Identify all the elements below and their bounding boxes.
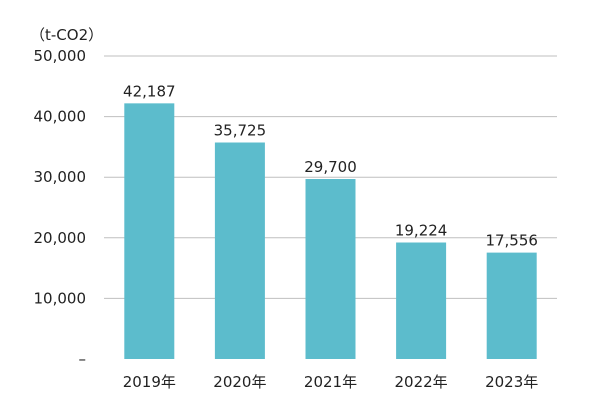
y-tick-label: 10,000 [34, 289, 87, 307]
bar [305, 179, 356, 359]
x-tick-label: 2023年 [485, 373, 538, 391]
gridlines [104, 55, 557, 299]
bar-value-label: 35,725 [214, 122, 267, 140]
y-tick-label: 20,000 [34, 229, 87, 247]
bar [214, 142, 265, 359]
bar [486, 252, 537, 359]
bar [124, 103, 175, 360]
y-unit-label: （t-CO2） [30, 26, 103, 44]
value-labels: 42,187 35,725 29,700 19,224 17,556 [123, 82, 538, 249]
y-tick-label: 40,000 [34, 108, 87, 126]
y-tick-label: 50,000 [34, 47, 87, 65]
bar-value-label: 42,187 [123, 82, 176, 100]
bars [124, 103, 537, 360]
bar-value-label: 19,224 [395, 222, 448, 240]
x-tick-label: 2020年 [213, 373, 266, 391]
bar-value-label: 29,700 [304, 158, 357, 176]
y-axis-ticks: – 10,000 20,000 30,000 40,000 50,000 [34, 47, 87, 368]
bar [396, 242, 447, 359]
x-tick-label: 2019年 [123, 373, 176, 391]
x-tick-label: 2021年 [304, 373, 357, 391]
x-axis-ticks: 2019年 2020年 2021年 2022年 2023年 [123, 373, 539, 391]
bar-value-label: 17,556 [485, 232, 538, 250]
y-tick-label: 30,000 [34, 168, 87, 186]
x-tick-label: 2022年 [395, 373, 448, 391]
y-tick-label: – [79, 350, 87, 368]
